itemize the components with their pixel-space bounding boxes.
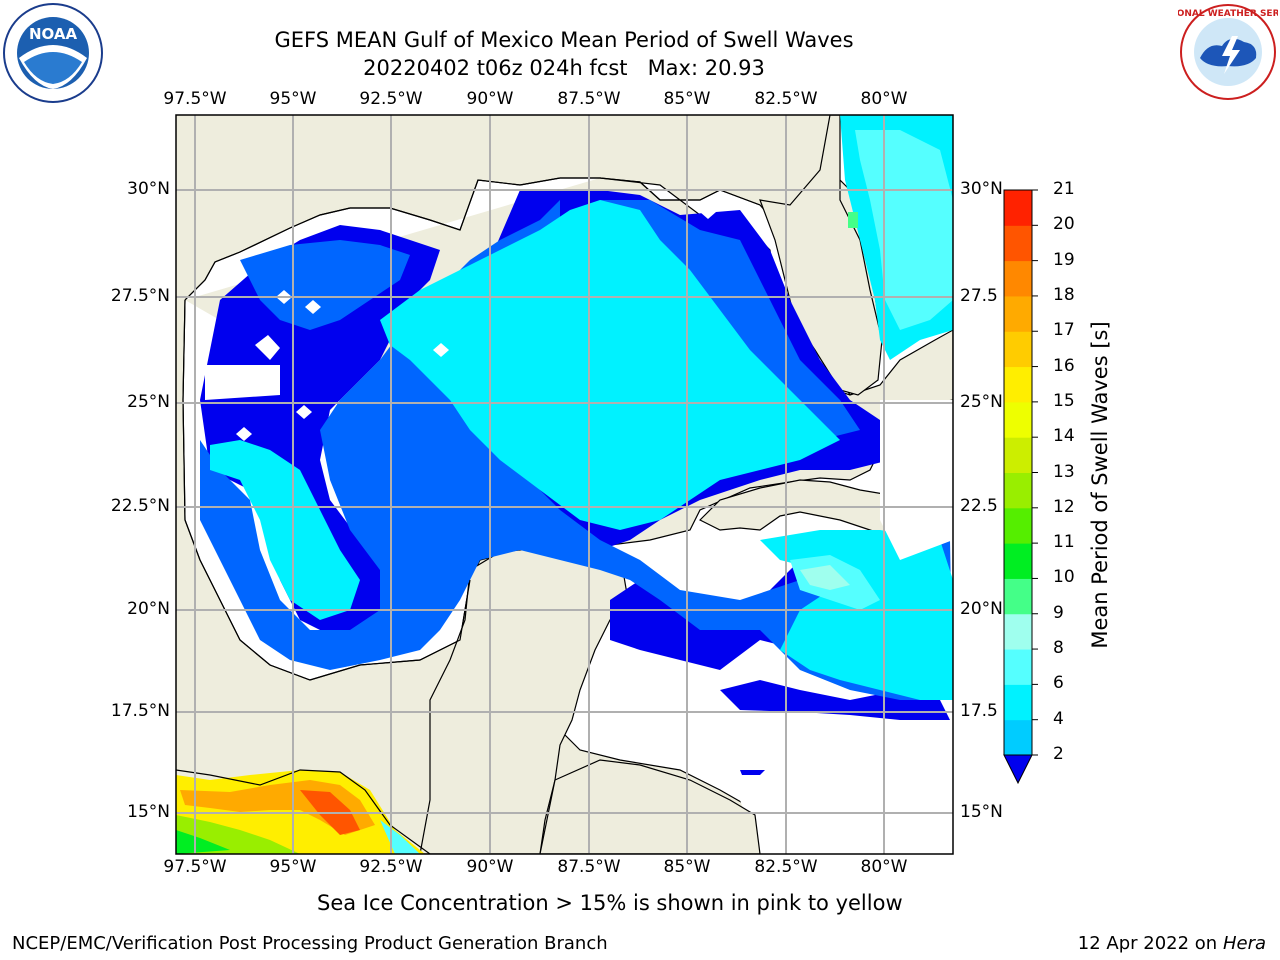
colorbar-tick-label: 6 [1053,673,1064,694]
colorbar-segment [1004,507,1032,544]
lat-label-left: 27.5°N [110,286,170,306]
lon-label-top: 97.5°W [163,89,227,109]
colorbar-tick-label: 14 [1053,426,1075,447]
map-frame [175,114,954,855]
footer-host: Hera [1222,933,1266,954]
colorbar-tick-label: 11 [1053,532,1075,553]
sea-ice-caption: Sea Ice Concentration > 15% is shown in … [317,891,903,915]
colorbar-segment [1004,295,1032,332]
national-weather-service-logo: NATIONAL WEATHER SERVICE [1178,4,1278,100]
footer-credit: NCEP/EMC/Verification Post Processing Pr… [12,933,608,954]
chart-title: GEFS MEAN Gulf of Mexico Mean Period of … [274,28,854,52]
lat-label-right: 22.5 [960,496,998,516]
lat-label-right: 20°N [960,599,1003,619]
colorbar-tick-label: 20 [1053,214,1075,235]
lon-label-top: 92.5°W [359,89,423,109]
lat-label-left: 20°N [127,599,170,619]
lon-label-bottom: 85°W [663,857,711,877]
lon-label-top: 85°W [663,89,711,109]
colorbar-segment [1004,331,1032,368]
lat-label-left: 17.5°N [110,701,170,721]
colorbar-segment [1004,649,1032,685]
lon-label-top: 87.5°W [557,89,621,109]
colorbar-segment [1004,578,1032,615]
colorbar-tick-label: 19 [1053,249,1075,270]
lon-label-bottom: 92.5°W [359,857,423,877]
lat-label-left: 15°N [127,802,170,822]
colorbar-tick-label: 4 [1053,708,1064,729]
colorbar-tick-label: 13 [1053,461,1075,482]
lon-label-bottom: 97.5°W [163,857,227,877]
colorbar-tick-label: 15 [1053,390,1075,411]
chart-subtitle: 20220402 t06z 024h fcst Max: 20.93 [363,56,765,80]
svg-text:NATIONAL WEATHER SERVICE: NATIONAL WEATHER SERVICE [1178,9,1278,19]
colorbar-segment [1004,684,1032,721]
colorbar-segment [1004,437,1032,473]
lon-label-top: 90°W [466,89,514,109]
colorbar-tick-label: 8 [1053,638,1064,659]
lat-label-right: 25°N [960,392,1003,412]
lat-label-right: 15°N [960,802,1003,822]
footer-date-text: 12 Apr 2022 on [1077,933,1223,954]
colorbar-tick-label: 12 [1053,496,1075,517]
colorbar-tick-label: 17 [1053,320,1075,341]
colorbar-segment [1004,225,1032,262]
colorbar-tick-label: 9 [1053,602,1064,623]
colorbar [1003,189,1038,785]
lat-label-left: 22.5°N [110,496,170,516]
colorbar-segment [1004,260,1032,297]
colorbar-tick-label: 16 [1053,355,1075,376]
lat-label-right: 27.5 [960,286,998,306]
colorbar-tick-label: 21 [1053,179,1075,199]
colorbar-segment [1004,366,1032,403]
lon-label-bottom: 80°W [860,857,908,877]
lat-label-right: 17.5 [960,701,998,721]
colorbar-label: Mean Period of Swell Waves [s] [1088,321,1112,649]
noaa-logo: NOAA [3,3,103,103]
lat-label-left: 25°N [127,392,170,412]
footer-date: 12 Apr 2022 on Hera [1078,933,1266,954]
lon-label-bottom: 90°W [466,857,514,877]
lat-label-right: 30°N [960,179,1003,199]
colorbar-segment [1004,543,1032,579]
colorbar-tick-label: 2 [1053,744,1064,764]
lon-label-bottom: 82.5°W [754,857,818,877]
noaa-logo-text: NOAA [29,25,78,43]
graticule [176,115,953,854]
colorbar-segment [1004,613,1032,650]
colorbar-tick-label: 10 [1053,567,1075,588]
lon-label-top: 95°W [269,89,317,109]
colorbar-extend-triangle [1003,754,1033,785]
lon-label-top: 82.5°W [754,89,818,109]
lat-label-left: 30°N [127,179,170,199]
colorbar-segment [1004,472,1032,509]
lon-label-bottom: 95°W [269,857,317,877]
colorbar-tick-label: 18 [1053,284,1075,305]
colorbar-segment [1004,190,1032,226]
colorbar-segment [1004,719,1032,756]
colorbar-segment [1004,401,1032,438]
lon-label-bottom: 87.5°W [557,857,621,877]
lon-label-top: 80°W [860,89,908,109]
